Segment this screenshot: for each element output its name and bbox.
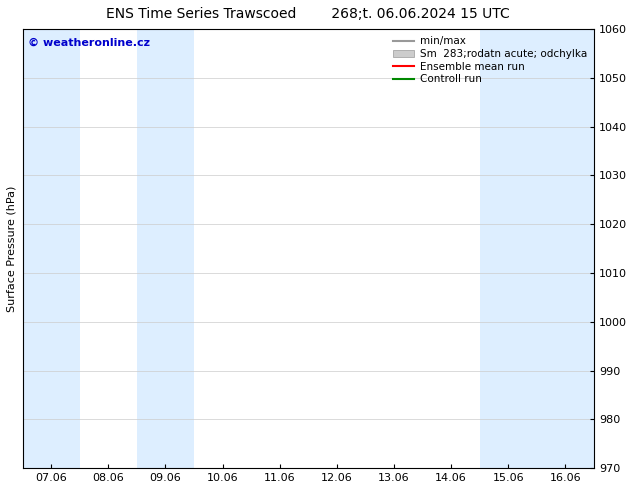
Bar <box>537 29 594 468</box>
Bar <box>137 29 194 468</box>
Legend: min/max, Sm  283;rodatn acute; odchylka, Ensemble mean run, Controll run: min/max, Sm 283;rodatn acute; odchylka, … <box>391 34 589 86</box>
Y-axis label: Surface Pressure (hPa): Surface Pressure (hPa) <box>7 185 17 312</box>
Text: © weatheronline.cz: © weatheronline.cz <box>29 38 150 48</box>
Bar <box>22 29 80 468</box>
Title: ENS Time Series Trawscoed        268;t. 06.06.2024 15 UTC: ENS Time Series Trawscoed 268;t. 06.06.2… <box>107 7 510 21</box>
Bar <box>480 29 537 468</box>
